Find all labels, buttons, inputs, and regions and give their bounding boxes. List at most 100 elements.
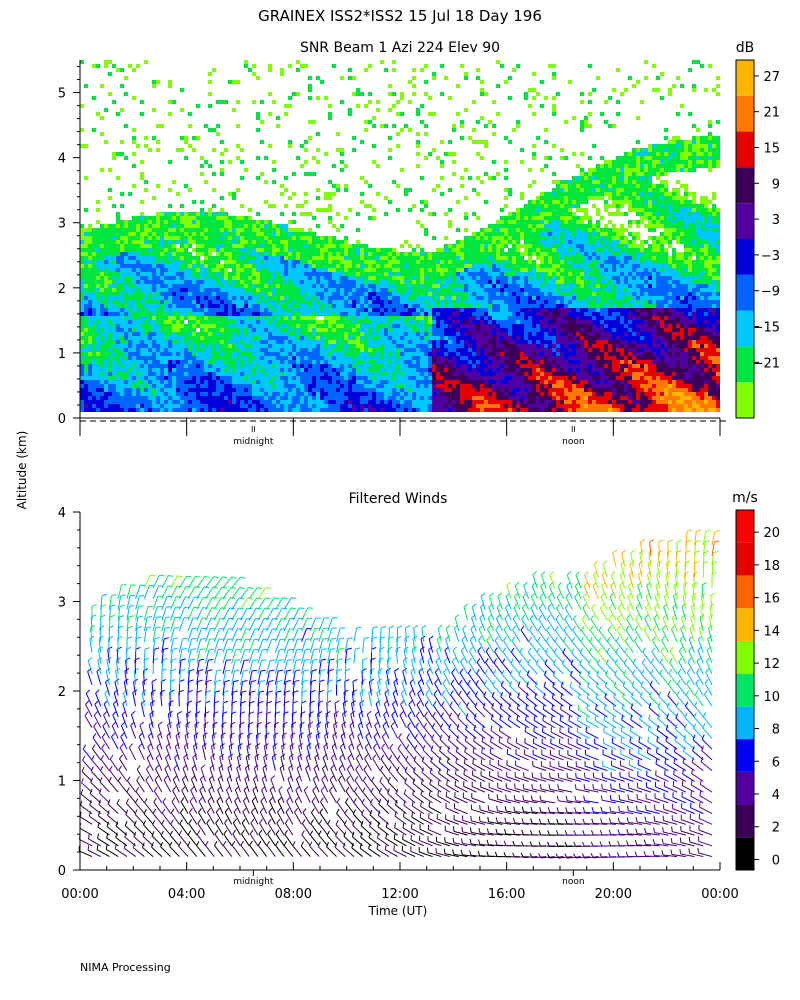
snr-cell — [324, 280, 328, 284]
snr-cell — [352, 328, 356, 332]
snr-cell — [160, 240, 164, 244]
snr-cell — [208, 324, 212, 328]
snr-cell — [452, 392, 456, 396]
snr-cell — [404, 392, 408, 396]
snr-cell — [132, 96, 136, 100]
snr-cell — [152, 256, 156, 260]
snr-cell — [168, 344, 172, 348]
snr-cell — [472, 304, 476, 308]
snr-cell — [176, 264, 180, 268]
snr-cell — [236, 388, 240, 392]
snr-cell — [464, 248, 468, 252]
snr-cell — [396, 100, 400, 104]
snr-cell — [384, 372, 388, 376]
snr-cell — [452, 260, 456, 264]
snr-cell — [284, 348, 288, 352]
snr-cell — [300, 312, 304, 316]
snr-cell — [148, 288, 152, 292]
snr-cell — [368, 320, 372, 324]
snr-cell — [384, 400, 388, 404]
snr-cell — [352, 404, 356, 408]
snr-cell — [356, 228, 360, 232]
snr-cell — [108, 376, 112, 380]
snr-cell — [164, 296, 168, 300]
snr-cell — [256, 296, 260, 300]
snr-cell — [308, 332, 312, 336]
snr-cell — [452, 400, 456, 404]
snr-cell — [192, 260, 196, 264]
snr-cell — [240, 252, 244, 256]
snr-cell — [428, 272, 432, 276]
snr-cell — [152, 336, 156, 340]
snr-cell — [308, 272, 312, 276]
snr-cell — [360, 288, 364, 292]
snr-cell — [168, 404, 172, 408]
snr-cell — [332, 376, 336, 380]
snr-cell — [412, 388, 416, 392]
snr-cell — [352, 332, 356, 336]
snr-cell — [340, 388, 344, 392]
snr-cell — [440, 288, 444, 292]
snr-cell — [444, 312, 448, 316]
snr-cell — [464, 300, 468, 304]
snr-cell — [348, 284, 352, 288]
snr-cell — [432, 356, 436, 360]
snr-cell — [196, 296, 200, 300]
snr-cell — [112, 292, 116, 296]
snr-cell — [168, 240, 172, 244]
snr-cell — [408, 304, 412, 308]
snr-cell — [408, 252, 412, 256]
snr-cell — [228, 340, 232, 344]
snr-cell — [172, 268, 176, 272]
snr-cell — [156, 244, 160, 248]
snr-cell — [312, 336, 316, 340]
snr-cell — [196, 264, 200, 268]
snr-cell — [268, 396, 272, 400]
snr-cell — [104, 236, 108, 240]
snr-cell — [308, 292, 312, 296]
snr-cell — [424, 276, 428, 280]
snr-cell — [424, 80, 428, 84]
snr-cell — [224, 292, 228, 296]
snr-cell — [432, 308, 436, 312]
snr-cell — [104, 260, 108, 264]
snr-cell — [168, 380, 172, 384]
snr-cell — [352, 272, 356, 276]
snr-cell — [420, 208, 424, 212]
snr-cell — [432, 256, 436, 260]
snr-cell — [80, 404, 84, 408]
snr-cell — [284, 408, 288, 412]
snr-cell — [440, 380, 444, 384]
snr-cell — [284, 336, 288, 340]
snr-cell — [236, 316, 240, 320]
snr-cell — [344, 260, 348, 264]
snr-cell — [128, 268, 132, 272]
snr-cell — [404, 388, 408, 392]
snr-cell — [304, 236, 308, 240]
snr-cell — [212, 348, 216, 352]
snr-cell — [408, 384, 412, 388]
snr-cell — [292, 368, 296, 372]
snr-cell — [452, 384, 456, 388]
snr-cell — [116, 408, 120, 412]
snr-cell — [128, 344, 132, 348]
snr-cell — [288, 284, 292, 288]
snr-cell — [448, 252, 452, 256]
snr-cell — [144, 228, 148, 232]
snr-cell — [284, 364, 288, 368]
snr-cell — [244, 300, 248, 304]
snr-cell — [336, 392, 340, 396]
snr-cell — [160, 256, 164, 260]
snr-cell — [472, 268, 476, 272]
snr-cell — [316, 260, 320, 264]
snr-cell — [248, 300, 252, 304]
snr-cell — [232, 272, 236, 276]
snr-cell — [296, 156, 300, 160]
snr-cell — [188, 324, 192, 328]
snr-cell — [276, 372, 280, 376]
snr-cell — [140, 308, 144, 312]
snr-cell — [288, 348, 292, 352]
snr-cell — [468, 348, 472, 352]
snr-cell — [96, 316, 100, 320]
snr-cell — [192, 368, 196, 372]
